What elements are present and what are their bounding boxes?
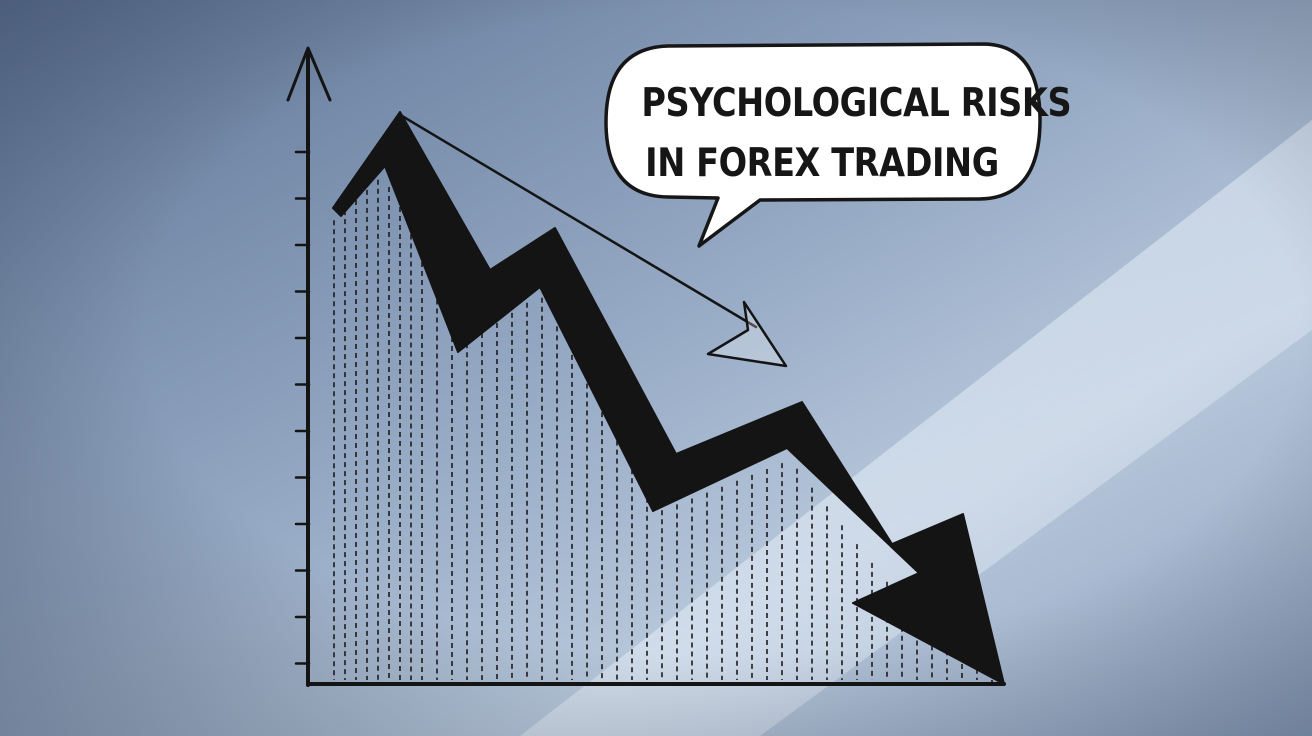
bubble-title-line-2: IN FOREX TRADING bbox=[645, 141, 999, 186]
y-axis-ticks bbox=[294, 150, 311, 665]
chart-axes bbox=[286, 46, 1006, 687]
trend-arrow-icon bbox=[400, 114, 788, 368]
hatching-lines bbox=[333, 179, 993, 683]
speech-bubble-text: PSYCHOLOGICAL RISKS IN FOREX TRADING bbox=[641, 74, 1072, 194]
y-axis-arrowhead bbox=[286, 46, 332, 102]
speech-bubble bbox=[604, 42, 1042, 248]
downtrend-arrow-icon bbox=[332, 111, 1005, 685]
bubble-title-line-1: PSYCHOLOGICAL RISKS bbox=[641, 81, 1072, 126]
